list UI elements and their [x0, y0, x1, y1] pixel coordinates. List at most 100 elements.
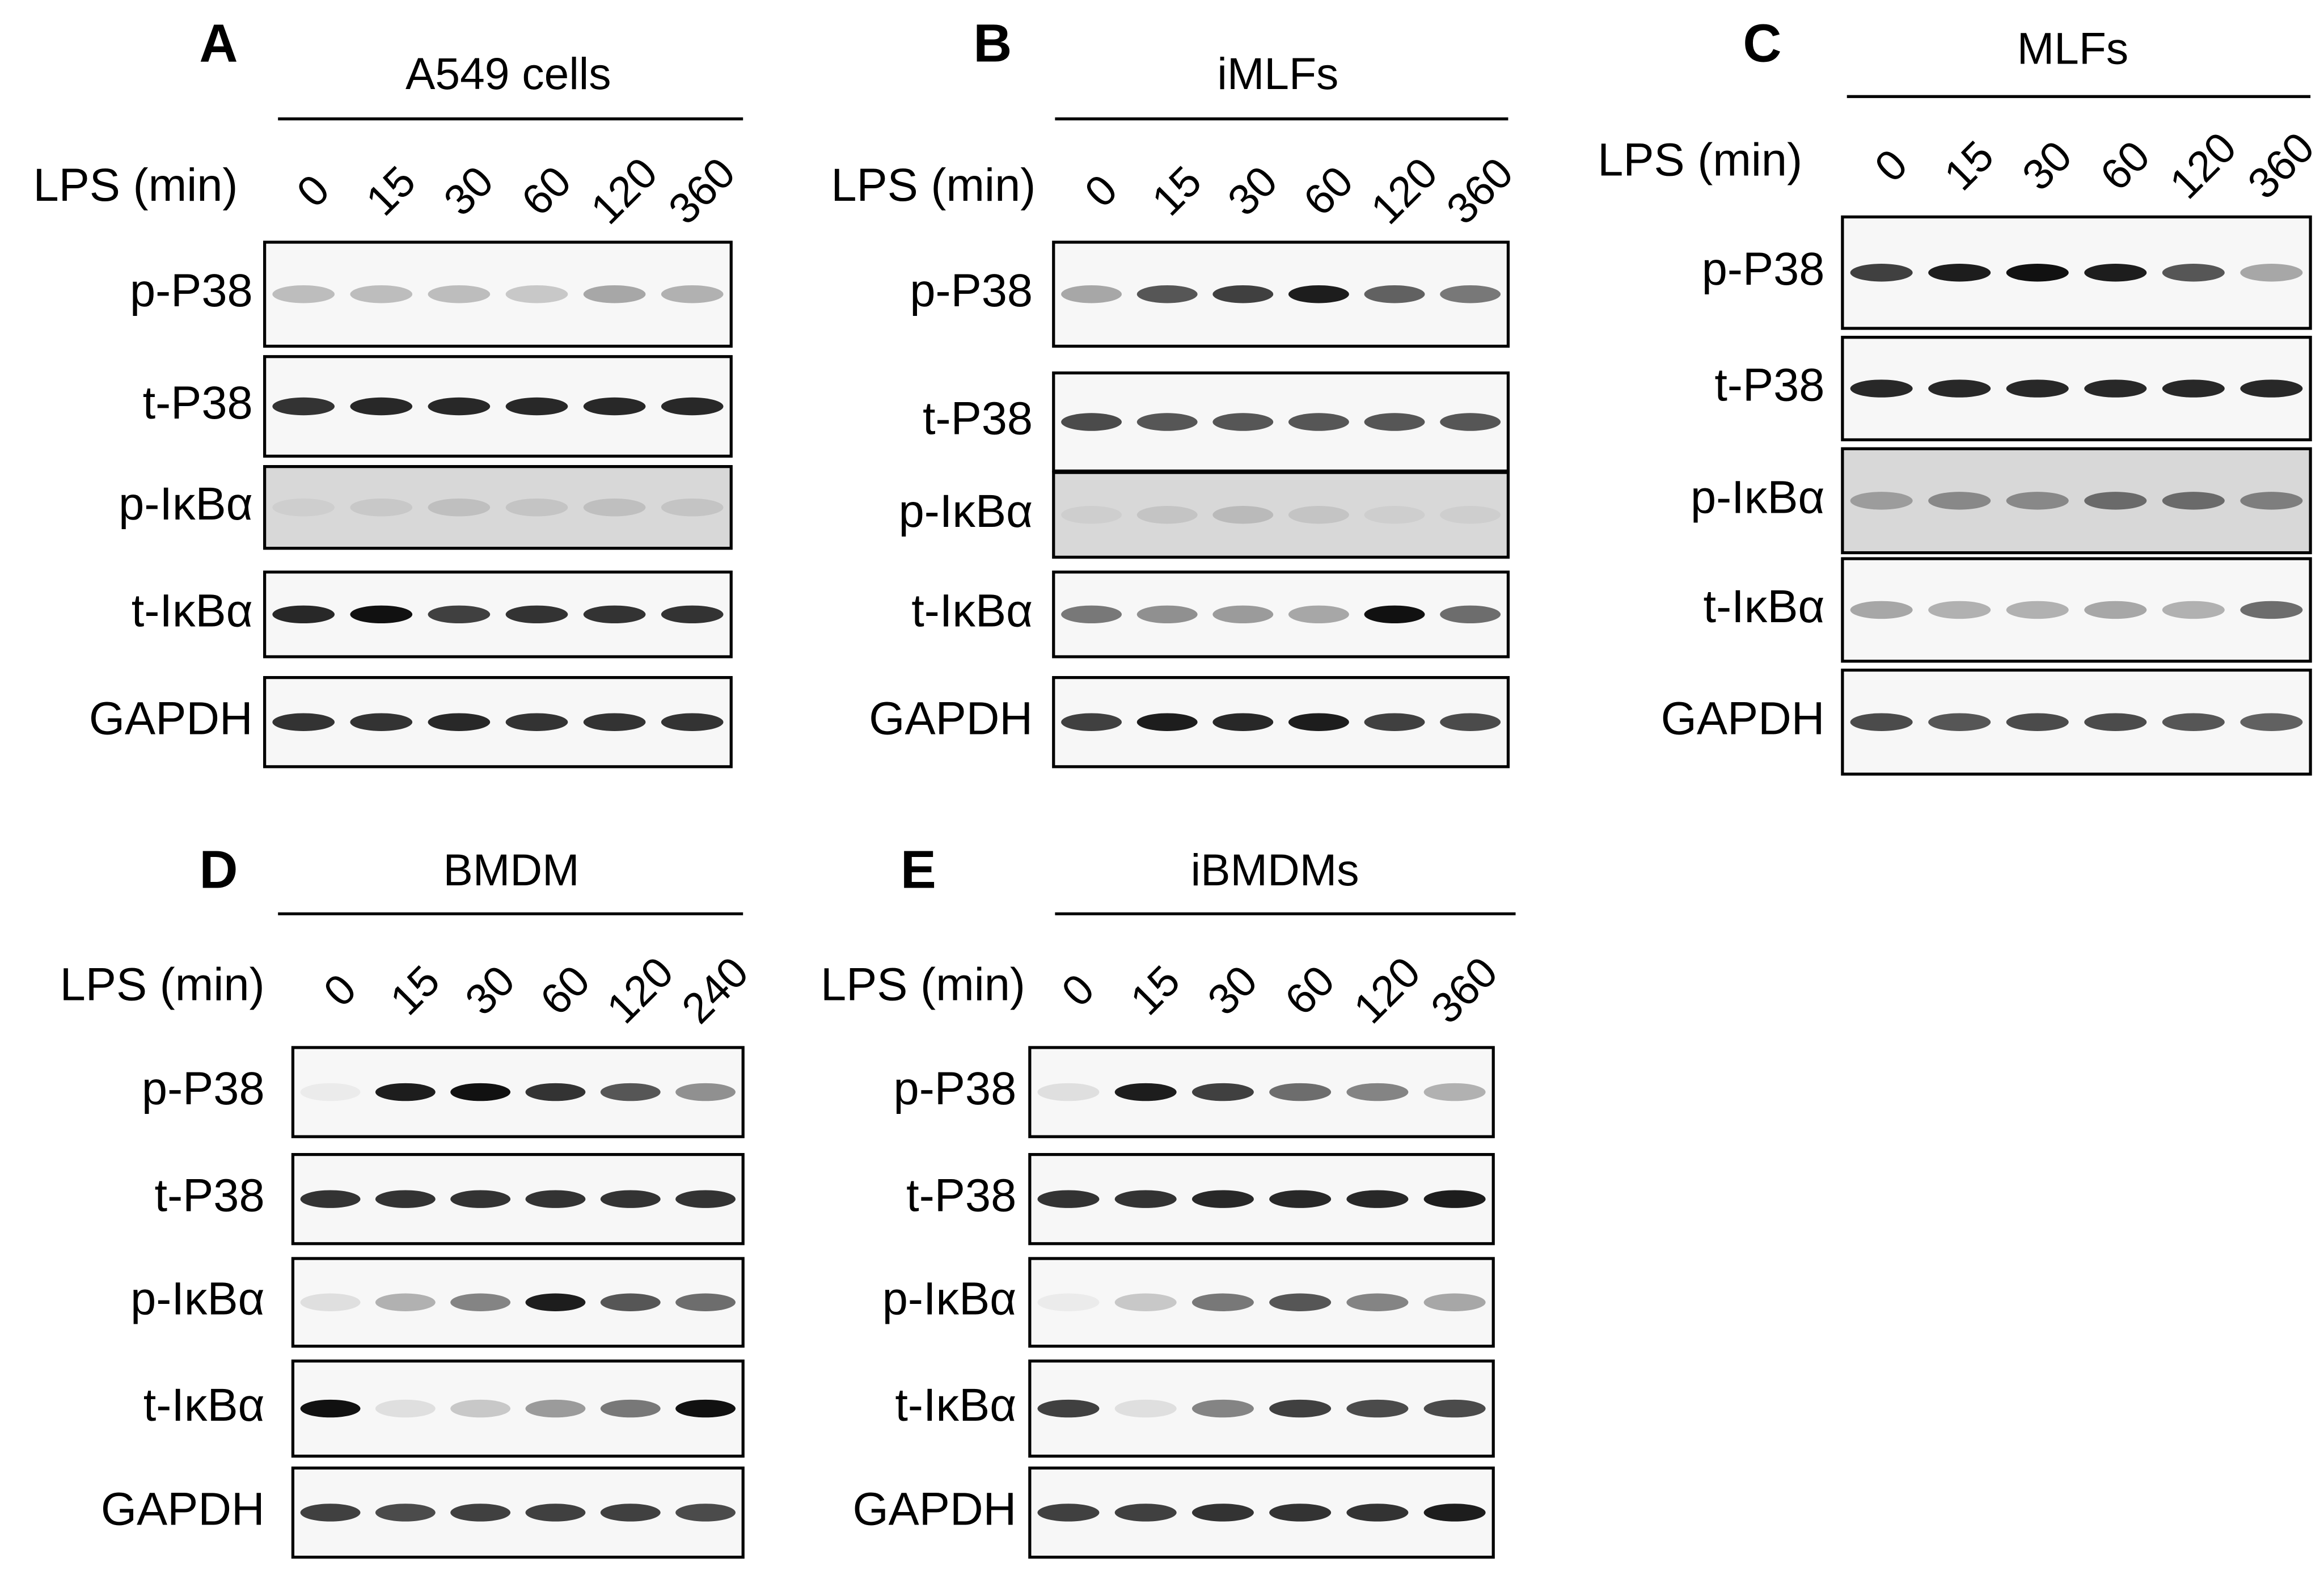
- band: [583, 713, 646, 731]
- blot-strip: [291, 1046, 745, 1138]
- time-point: 120: [582, 149, 667, 234]
- band: [1364, 413, 1425, 431]
- band: [600, 1083, 661, 1101]
- band: [1114, 1293, 1177, 1311]
- time-point: 360: [660, 149, 745, 234]
- row-label: t-P38: [155, 1170, 265, 1222]
- band: [1061, 605, 1122, 624]
- time-point: 0: [1866, 140, 1917, 191]
- band: [1364, 713, 1425, 731]
- row-label: p-IκBα: [1691, 471, 1824, 523]
- blot-strip: [1841, 336, 2312, 442]
- band: [1364, 506, 1425, 524]
- band: [1288, 506, 1349, 524]
- band: [1440, 506, 1501, 524]
- band: [300, 1293, 361, 1311]
- band: [505, 498, 568, 517]
- time-point: 120: [2161, 123, 2246, 208]
- band: [1136, 713, 1198, 731]
- band: [428, 605, 491, 624]
- band: [1269, 1293, 1332, 1311]
- panel-label: A: [199, 14, 238, 73]
- time-point: 30: [2013, 132, 2081, 200]
- band: [675, 1399, 736, 1418]
- time-point: 30: [456, 956, 524, 1024]
- blot-strip: [1052, 240, 1510, 348]
- band: [1269, 1504, 1332, 1522]
- blot-strip: [1052, 371, 1510, 473]
- time-point: 0: [315, 965, 366, 1016]
- time-point: 240: [673, 948, 758, 1033]
- time-point: 60: [1276, 956, 1344, 1024]
- blot-strip: [1028, 1152, 1495, 1245]
- band: [525, 1190, 586, 1208]
- blot-strip: [1028, 1466, 1495, 1559]
- panel-title: MLFs: [2017, 23, 2128, 73]
- row-label: p-P38: [142, 1063, 265, 1114]
- band: [675, 1190, 736, 1208]
- time-point: 60: [531, 956, 599, 1024]
- band: [1136, 413, 1198, 431]
- band: [1037, 1504, 1100, 1522]
- band: [1212, 713, 1274, 731]
- band: [1850, 379, 1913, 398]
- blot-strip: [1028, 1046, 1495, 1138]
- band: [350, 605, 413, 624]
- treatment-label: LPS (min): [821, 959, 1025, 1011]
- row-label: GAPDH: [852, 1483, 1016, 1535]
- band: [2162, 379, 2225, 398]
- band: [1440, 713, 1501, 731]
- band: [2006, 264, 2069, 282]
- time-point: 0: [288, 166, 339, 217]
- band: [375, 1083, 436, 1101]
- band: [661, 498, 724, 517]
- band: [300, 1504, 361, 1522]
- band: [1928, 492, 1991, 510]
- band: [375, 1399, 436, 1418]
- band: [1191, 1399, 1254, 1418]
- row-label: t-IκBα: [143, 1379, 265, 1431]
- band: [505, 713, 568, 731]
- band: [1423, 1504, 1486, 1522]
- row-label: GAPDH: [89, 693, 253, 745]
- band: [2084, 713, 2147, 731]
- band: [1850, 713, 1913, 731]
- blot-strip: [1052, 471, 1510, 559]
- band: [1269, 1399, 1332, 1418]
- band: [1364, 605, 1425, 624]
- band: [1061, 713, 1122, 731]
- band: [1346, 1504, 1409, 1522]
- time-point: 120: [598, 948, 683, 1033]
- blot-strip: [263, 571, 733, 658]
- band: [1136, 285, 1198, 303]
- band: [1346, 1190, 1409, 1208]
- time-point: 0: [1053, 965, 1104, 1016]
- band: [2240, 492, 2303, 510]
- band: [450, 1190, 511, 1208]
- band: [2240, 379, 2303, 398]
- time-point: 60: [1295, 157, 1363, 225]
- panel-label: D: [199, 839, 238, 899]
- panel-label: E: [901, 839, 936, 899]
- band: [2162, 492, 2225, 510]
- panel-title: A549 cells: [405, 49, 611, 99]
- band: [2006, 713, 2069, 731]
- blot-strip: [291, 1466, 745, 1559]
- row-label: GAPDH: [1661, 693, 1825, 745]
- row-label: p-IκBα: [899, 485, 1033, 537]
- band: [525, 1083, 586, 1101]
- band: [2084, 492, 2147, 510]
- row-label: t-IκBα: [895, 1379, 1016, 1431]
- band: [2240, 601, 2303, 619]
- band: [1346, 1083, 1409, 1101]
- band: [1037, 1399, 1100, 1418]
- band: [1423, 1399, 1486, 1418]
- band: [583, 285, 646, 303]
- band: [450, 1504, 511, 1522]
- band: [1440, 605, 1501, 624]
- row-label: t-P38: [906, 1170, 1016, 1222]
- band: [1191, 1083, 1254, 1101]
- row-label: p-IκBα: [119, 478, 252, 530]
- band: [525, 1293, 586, 1311]
